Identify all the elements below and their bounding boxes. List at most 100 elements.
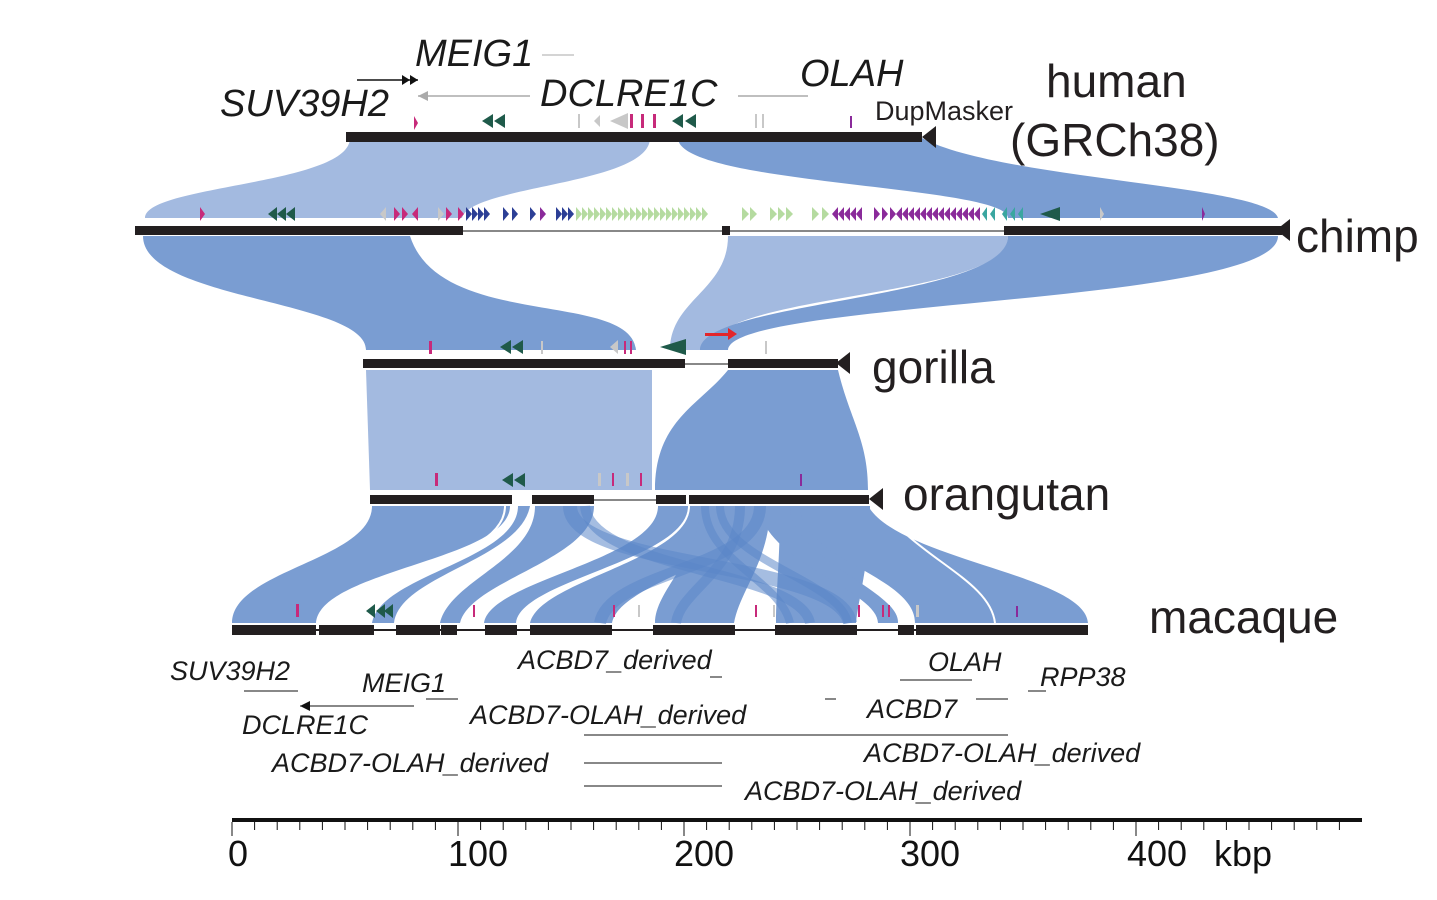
dup-mark (762, 114, 764, 128)
dup-mark (594, 207, 600, 221)
separator-1 (317, 505, 506, 624)
axis-minor-ticks (231, 822, 1340, 836)
ribbon-gorilla-orangutan-right (655, 370, 868, 490)
dup-mark (494, 114, 505, 128)
axis-tick-label-200: 200 (674, 833, 734, 874)
dup-mark (956, 207, 962, 221)
dup-mark (636, 207, 642, 221)
ribbon-human-chimp-left (145, 138, 650, 218)
dup-mark (472, 207, 478, 221)
dup-mark (503, 207, 509, 221)
dup-mark (458, 207, 464, 221)
dup-mark (446, 207, 452, 221)
dupmasker-macaque (296, 604, 1018, 618)
dup-mark (696, 207, 702, 221)
dup-mark (438, 207, 444, 221)
macaque-block-5 (485, 625, 517, 635)
dup-mark (858, 605, 860, 617)
dup-mark (582, 207, 588, 221)
dup-mark (1100, 207, 1104, 221)
macaque-block-2 (319, 625, 374, 635)
ribbon-chimp-gorilla-left (143, 236, 636, 350)
dup-mark (850, 207, 856, 221)
dup-mark (556, 207, 562, 221)
human-direction-arrow (922, 126, 936, 148)
dup-mark (612, 207, 618, 221)
dup-mark (502, 473, 513, 487)
dup-mark (654, 207, 660, 221)
orangutan-bar-4 (689, 495, 869, 504)
dup-mark (990, 207, 995, 221)
dup-mark (702, 207, 708, 221)
dup-mark (1202, 207, 1205, 221)
dup-mark (770, 207, 777, 221)
dup-mark (638, 605, 640, 617)
dup-mark (705, 333, 733, 336)
scale-axis: 0 100 200 300 400 kbp (228, 818, 1362, 874)
dup-mark (466, 207, 472, 221)
dup-mark (926, 207, 932, 221)
macaque-gene-label-acbd7-olah-derived-2: ACBD7-OLAH_derived (270, 748, 549, 778)
dup-mark (938, 207, 944, 221)
dupmasker-orangutan (435, 473, 802, 487)
axis-tick-label-0: 0 (228, 833, 248, 874)
dup-mark (653, 114, 656, 128)
dup-mark (850, 116, 852, 128)
macaque-block-4 (441, 625, 457, 635)
dupmasker-track-label: DupMasker (875, 96, 1013, 126)
dup-mark (1010, 207, 1015, 221)
dup-mark (626, 473, 629, 486)
macaque-block-8 (775, 625, 857, 635)
dup-mark (610, 113, 628, 129)
dup-mark (882, 605, 884, 617)
dup-mark (624, 341, 626, 354)
axis-tick-label-100: 100 (448, 833, 508, 874)
macaque-gene-label-meig1: MEIG1 (362, 668, 446, 698)
dup-mark (376, 604, 385, 618)
suv39h2-arrow (410, 75, 418, 85)
macaque-dclre1c-arrow (300, 701, 310, 711)
species-label-orangutan: orangutan (903, 468, 1110, 520)
dup-mark (660, 339, 686, 355)
ribbon-orangutan-macaque-2 (372, 506, 530, 623)
orangutan-bar-2 (532, 495, 594, 504)
dup-mark (882, 207, 888, 221)
dup-mark (613, 605, 615, 617)
axis-tick-label-400: 400 (1127, 833, 1187, 874)
dupmasker-gorilla (429, 328, 767, 355)
dup-mark (562, 207, 568, 221)
cross-strand-6 (716, 505, 852, 625)
human-bar (346, 132, 922, 142)
species-label-chimp: chimp (1296, 210, 1419, 262)
macaque-gene-models (244, 676, 1046, 787)
dup-mark (908, 207, 914, 221)
dup-mark (982, 207, 987, 221)
dup-mark (435, 473, 438, 486)
dup-mark (765, 341, 767, 354)
dup-mark (678, 207, 684, 221)
dup-mark (1016, 606, 1018, 617)
dup-mark (380, 207, 386, 221)
dup-mark (541, 341, 543, 354)
dup-mark (512, 207, 518, 221)
chimp-bar-left (135, 226, 463, 235)
ribbon-orangutan-macaque-3 (440, 506, 594, 623)
gene-label-suv39h2: SUV39H2 (220, 83, 389, 125)
orangutan-bar-1 (370, 495, 512, 504)
dup-mark (844, 207, 850, 221)
ribbon-orangutan-macaque-1 (232, 506, 510, 623)
dup-mark (728, 328, 737, 340)
dup-mark (950, 207, 956, 221)
dup-mark (366, 604, 375, 618)
dup-mark (500, 340, 511, 354)
cross-strand-4 (671, 505, 745, 625)
human-gene-labels: MEIG1 OLAH SUV39H2 DCLRE1C (220, 33, 904, 125)
dup-mark (773, 605, 775, 617)
dup-mark (268, 207, 277, 221)
macaque-gene-label-acbd7-derived: ACBD7_derived (516, 645, 713, 675)
dup-mark (672, 114, 683, 128)
gorilla-bar-left (363, 359, 685, 368)
dup-mark (755, 114, 757, 128)
gorilla-bar-right (728, 359, 838, 368)
dup-mark (896, 207, 902, 221)
